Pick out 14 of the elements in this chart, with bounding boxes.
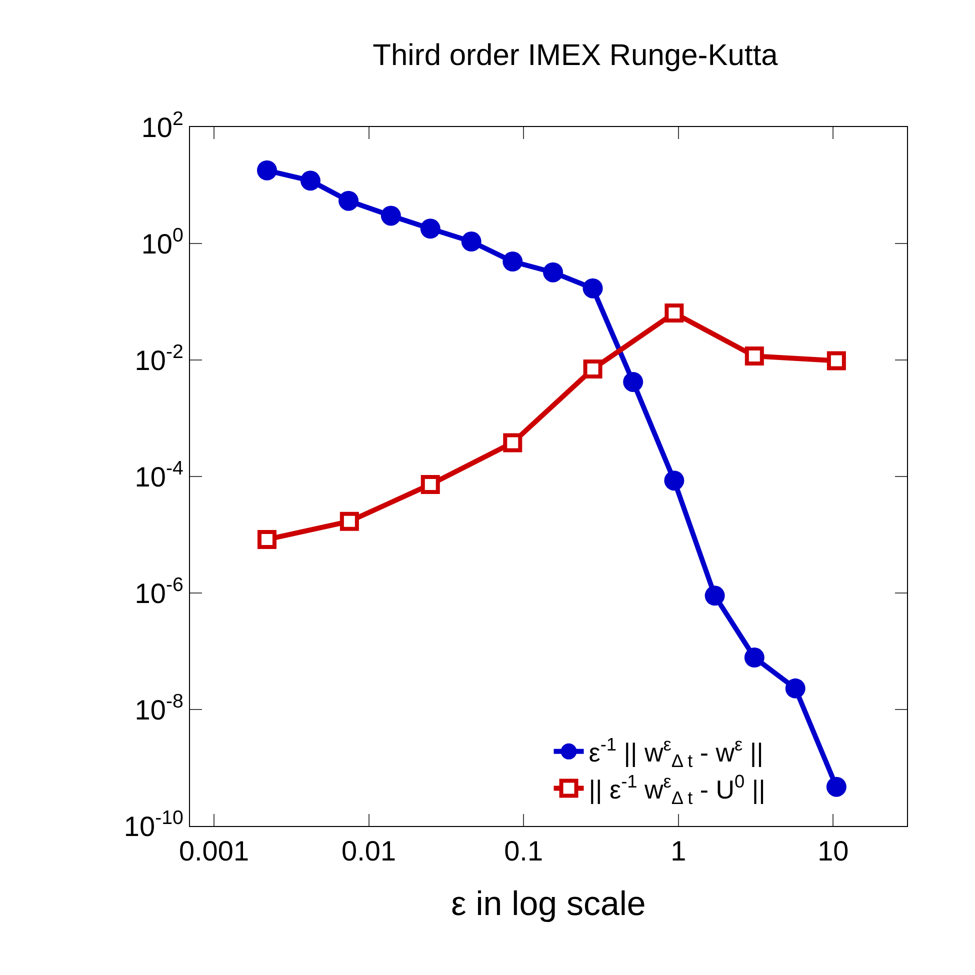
x-tick-label: 0.1	[504, 836, 544, 867]
y-tick-label: 10$^{0}$	[141, 224, 184, 260]
y-tick-label: 10$^{-6}$	[134, 574, 184, 609]
chart-title: Third order IMEX Runge-Kutta	[372, 38, 778, 72]
y-tick-label: 10$^{2}$	[141, 108, 184, 143]
y-tick-label: 10$^{-4}$	[134, 458, 184, 492]
y-tick-label: 10$^{-2}$	[134, 341, 184, 376]
legend-label: || ε$^{-1}$ w$^{ε}$$_{Δ t}$ - U$^{0}$ ||	[588, 771, 766, 808]
x-tick-label: 0.01	[342, 836, 396, 867]
x-axis-title: ε in log scale	[451, 884, 646, 923]
x-tick-label: 10	[818, 836, 849, 867]
x-tick-label: 1	[670, 836, 686, 867]
y-tick-label: 10$^{-8}$	[134, 690, 184, 726]
legend-label: ε$^{-1}$ || w$^{ε}$$_{Δ t}$ - w$^{ε}$ ||	[588, 734, 764, 772]
